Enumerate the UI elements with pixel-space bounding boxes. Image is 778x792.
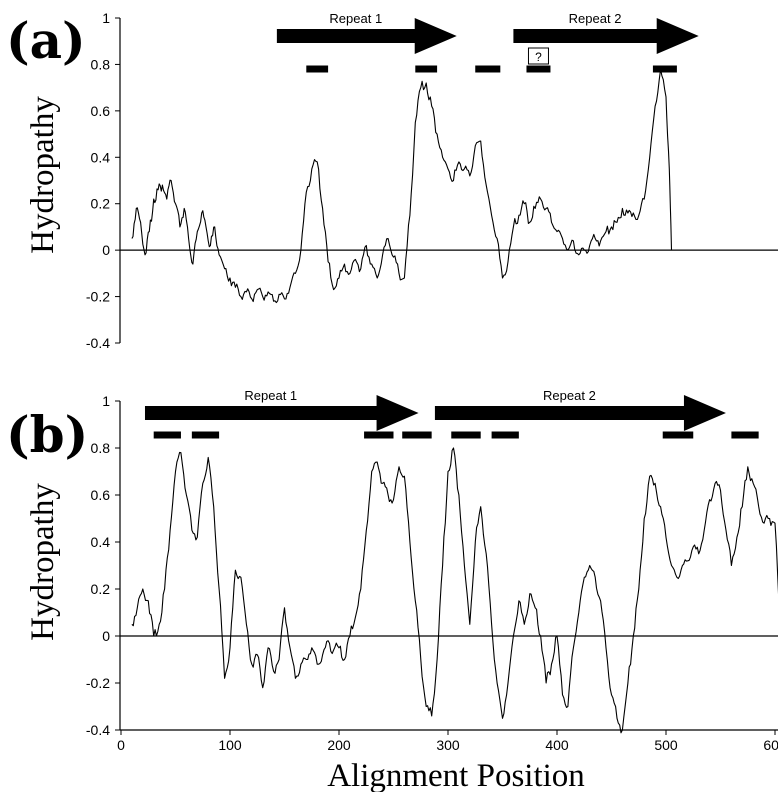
panel-a-y-tick-label: -0.4	[86, 335, 110, 351]
panel-a-y-tick-label: 1	[102, 10, 110, 26]
panel-b-x-tick-label: 300	[436, 737, 460, 753]
panel-b-x-tick-label: 500	[654, 737, 678, 753]
panel-a-repeat-2-label: Repeat 2	[569, 11, 622, 26]
panel-a-repeat-1-arrow	[276, 18, 457, 54]
panel-b-tm-segment-bar	[402, 431, 432, 439]
panel-b-tm-segment-bar	[491, 431, 519, 439]
x-axis-label: Alignment Position	[327, 758, 585, 792]
panel-a: (a) Hydropathy -0.4 -0.2 0 0.2 0.4 0.6 0.8 1 Rep…	[6, 10, 778, 351]
panel-b-y-tick-label: 0.8	[91, 440, 111, 456]
panel-b-y-tick-label: -0.2	[86, 675, 110, 691]
panel-a-y-tick-label: 0.8	[91, 56, 111, 72]
panel-a-question-mark: ?	[535, 50, 542, 64]
panel-a-tm-segment-bar	[652, 65, 677, 73]
panel-a-repeat-2-arrow	[513, 18, 699, 54]
panel-a-y-tick-label: -0.2	[86, 289, 110, 305]
panel-b-hydropathy-line	[131, 447, 778, 734]
panel-a-tm-segment-bar	[415, 65, 438, 73]
panel-a-tm-segment-bar	[306, 65, 329, 73]
panel-a-hydropathy-line	[131, 68, 673, 304]
panel-b-tm-segment-bar	[662, 431, 694, 439]
panel-b-tm-segment-bar	[153, 431, 181, 439]
panel-b-y-tick-label: 0.2	[91, 581, 111, 597]
panel-b-y-tick-label: 0	[102, 628, 110, 644]
panel-a-plot: -0.4 -0.2 0 0.2 0.4 0.6 0.8 1 Repeat 1 Repeat 2?	[86, 10, 778, 351]
panel-a-y-tick-label: 0.4	[91, 149, 111, 165]
panel-a-y-tick-label: 0	[102, 242, 110, 258]
panel-b-y-tick-label: 0.4	[91, 534, 111, 550]
panel-b-y-tick-label: 1	[102, 393, 110, 409]
panel-a-question-box	[527, 47, 549, 65]
panel-a-repeat-1-label: Repeat 1	[329, 11, 382, 26]
panel-b-repeat-2-label: Repeat 2	[543, 388, 596, 403]
panel-b-plot: -0.4 -0.2 0 0.2 0.4 0.6 0.8 1 0 100 200 300 400 500 60…	[86, 388, 778, 753]
panel-b-tm-segment-bar	[191, 431, 220, 439]
panel-b-y-tick-label: -0.4	[86, 722, 110, 738]
panel-b-tm-segment-bar	[364, 431, 394, 439]
panel-b-x-tick-label: 400	[545, 737, 569, 753]
panel-a-y-axis-label: Hydropathy	[25, 96, 61, 254]
panel-b: (b) Hydropathy -0.4 -0.2 0 0.2 0.4 0.6 0.8 1 0 10…	[6, 388, 778, 753]
panel-b-x-tick-label: 200	[327, 737, 351, 753]
panel-a-tm-segment-bar	[526, 65, 551, 73]
panel-b-tm-segment-bar	[451, 431, 481, 439]
panel-b-y-tick-label: 0.6	[91, 487, 111, 503]
panel-b-x-tick-label: 600	[763, 737, 778, 753]
panel-b-letter: (b)	[6, 405, 88, 464]
panel-b-x-tick-label: 100	[218, 737, 242, 753]
panel-a-y-tick-label: 0.2	[91, 196, 111, 212]
panel-b-repeat-1-label: Repeat 1	[244, 388, 297, 403]
panel-a-letter: (a)	[6, 11, 86, 70]
panel-b-y-axis-label: Hydropathy	[25, 483, 61, 641]
panel-a-tm-segment-bar	[475, 65, 501, 73]
panel-b-tm-segment-bar	[731, 431, 759, 439]
panel-b-repeat-1-arrow	[144, 395, 419, 431]
panel-a-y-tick-label: 0.6	[91, 103, 111, 119]
panel-b-repeat-2-arrow	[434, 395, 726, 431]
panel-b-x-tick-label: 0	[117, 737, 125, 753]
